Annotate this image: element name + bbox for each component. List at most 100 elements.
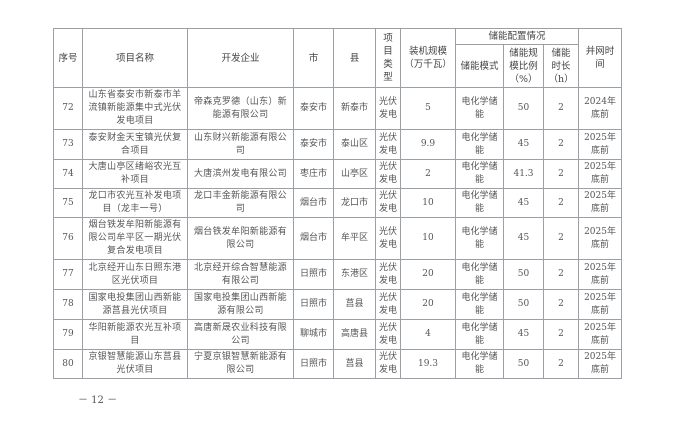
project-type-cell: 光伏发电: [375, 349, 401, 379]
header-grid-time: 并网时间: [578, 28, 623, 88]
row-no-cell: 80: [53, 349, 83, 379]
header-county: 县: [333, 28, 376, 88]
project-type-cell: 光伏发电: [375, 159, 401, 189]
grid-time-cell: 2025年底前: [578, 159, 623, 189]
capacity-cell: 10: [400, 217, 456, 260]
storage-hours-cell: 2: [542, 289, 580, 320]
developer-cell: 宁夏京银智慧新能源有限公司: [187, 349, 294, 379]
city-cell: 烟台市: [293, 217, 334, 260]
header-no: 序号: [53, 28, 83, 88]
table-row: 80 京银智慧能源山东莒县光伏项目 宁夏京银智慧新能源有限公司 日照市 莒县 光伏发电 19…: [53, 349, 623, 379]
table-row: 77 北京经开山东日照东港区光伏项目 北京经开综合智慧能源有限公司 日照市 东港区 光伏发…: [53, 259, 623, 290]
grid-time-cell: 2025年底前: [578, 319, 623, 350]
storage-ratio-cell: 41.3: [503, 159, 544, 189]
developer-cell: 高唐新晟农业科技有限公司: [187, 319, 294, 350]
developer-cell: 山东财兴新能源有限公司: [187, 129, 294, 160]
city-cell: 烟台市: [293, 188, 334, 218]
project-name-cell: 大唐山亭区绪峪农光互补项目: [82, 159, 188, 189]
row-no-cell: 78: [53, 289, 83, 320]
storage-hours-cell: 2: [542, 129, 580, 160]
developer-cell: 北京经开综合智慧能源有限公司: [187, 259, 294, 290]
storage-mode-cell: 电化学储能: [455, 289, 504, 320]
storage-mode-cell: 电化学储能: [455, 217, 504, 260]
table-row: 75 龙口市农光互补发电项目（龙丰一号） 龙口丰金新能源有限公司 烟台市 龙口市 光伏发电…: [53, 188, 623, 218]
developer-cell: 国家电投集团山西新能源有限公司: [187, 289, 294, 320]
grid-time-cell: 2025年底前: [578, 188, 623, 218]
table-row: 72 山东省泰安市新泰市羊流镇新能源集中式光伏发电项目 帝森克罗德（山东）新能源有限…: [53, 87, 623, 130]
capacity-cell: 9.9: [400, 129, 456, 160]
city-cell: 日照市: [293, 259, 334, 290]
storage-hours-cell: 2: [542, 159, 580, 189]
county-cell: 莒县: [333, 289, 376, 320]
county-cell: 新泰市: [333, 87, 376, 130]
project-type-cell: 光伏发电: [375, 217, 401, 260]
city-cell: 泰安市: [293, 129, 334, 160]
storage-hours-cell: 2: [542, 188, 580, 218]
storage-ratio-cell: 45: [503, 129, 544, 160]
grid-time-cell: 2025年底前: [578, 129, 623, 160]
city-cell: 枣庄市: [293, 159, 334, 189]
city-cell: 日照市: [293, 349, 334, 379]
developer-cell: 烟台铁发牟阳新能源有限公司: [187, 217, 294, 260]
project-name-cell: 京银智慧能源山东莒县光伏项目: [82, 349, 188, 379]
storage-mode-cell: 电化学储能: [455, 319, 504, 350]
table-row: 74 大唐山亭区绪峪农光互补项目 大唐滨州发电有限公司 枣庄市 山亭区 光伏发电 2 电化学储…: [53, 159, 623, 189]
project-name-cell: 烟台铁发牟阳新能源有限公司牟平区一期光伏复合发电项目: [82, 217, 188, 260]
row-no-cell: 79: [53, 319, 83, 350]
storage-hours-cell: 2: [542, 349, 580, 379]
grid-time-cell: 2025年底前: [578, 217, 623, 260]
project-type-cell: 光伏发电: [375, 319, 401, 350]
storage-mode-cell: 电化学储能: [455, 159, 504, 189]
storage-hours-cell: 2: [542, 259, 580, 290]
capacity-cell: 20: [400, 259, 456, 290]
row-no-cell: 76: [53, 217, 83, 260]
project-name-cell: 泰安财金天宝镇光伏复合项目: [82, 129, 188, 160]
header-type: 项目类型: [375, 28, 401, 88]
developer-cell: 大唐滨州发电有限公司: [187, 159, 294, 189]
storage-mode-cell: 电化学储能: [455, 188, 504, 218]
capacity-cell: 19.3: [400, 349, 456, 379]
capacity-cell: 4: [400, 319, 456, 350]
storage-hours-cell: 2: [542, 217, 580, 260]
row-no-cell: 72: [53, 87, 83, 130]
projects-table: 序号 项目名称 开发企业 市 县 项目类型 装机规模（万千瓦） 储能配置情况 并…: [53, 27, 623, 379]
storage-ratio-cell: 50: [503, 349, 544, 379]
storage-mode-cell: 电化学储能: [455, 259, 504, 290]
header-city: 市: [293, 28, 334, 88]
project-name-cell: 北京经开山东日照东港区光伏项目: [82, 259, 188, 290]
header-name: 项目名称: [82, 28, 188, 88]
project-type-cell: 光伏发电: [375, 87, 401, 130]
county-cell: 山亭区: [333, 159, 376, 189]
grid-time-cell: 2025年底前: [578, 289, 623, 320]
storage-ratio-cell: 50: [503, 289, 544, 320]
developer-cell: 帝森克罗德（山东）新能源有限公司: [187, 87, 294, 130]
county-cell: 莒县: [333, 349, 376, 379]
storage-mode-cell: 电化学储能: [455, 87, 504, 130]
project-type-cell: 光伏发电: [375, 259, 401, 290]
project-type-cell: 光伏发电: [375, 188, 401, 218]
header-developer: 开发企业: [187, 28, 294, 88]
row-no-cell: 77: [53, 259, 83, 290]
county-cell: 泰山区: [333, 129, 376, 160]
header-capacity: 装机规模（万千瓦）: [400, 28, 456, 88]
grid-time-cell: 2025年底前: [578, 349, 623, 379]
grid-time-cell: 2025年底前: [578, 259, 623, 290]
storage-ratio-cell: 45: [503, 217, 544, 260]
county-cell: 东港区: [333, 259, 376, 290]
capacity-cell: 2: [400, 159, 456, 189]
developer-cell: 龙口丰金新能源有限公司: [187, 188, 294, 218]
table-row: 76 烟台铁发牟阳新能源有限公司牟平区一期光伏复合发电项目 烟台铁发牟阳新能源有限公…: [53, 217, 623, 260]
project-name-cell: 国家电投集团山西新能源莒县光伏项目: [82, 289, 188, 320]
county-cell: 龙口市: [333, 188, 376, 218]
project-type-cell: 光伏发电: [375, 289, 401, 320]
project-type-cell: 光伏发电: [375, 129, 401, 160]
storage-mode-cell: 电化学储能: [455, 129, 504, 160]
storage-hours-cell: 2: [542, 87, 580, 130]
storage-mode-cell: 电化学储能: [455, 349, 504, 379]
city-cell: 日照市: [293, 289, 334, 320]
row-no-cell: 75: [53, 188, 83, 218]
header-storage-mode: 储能模式: [455, 44, 504, 88]
storage-ratio-cell: 50: [503, 259, 544, 290]
row-no-cell: 74: [53, 159, 83, 189]
storage-ratio-cell: 45: [503, 319, 544, 350]
